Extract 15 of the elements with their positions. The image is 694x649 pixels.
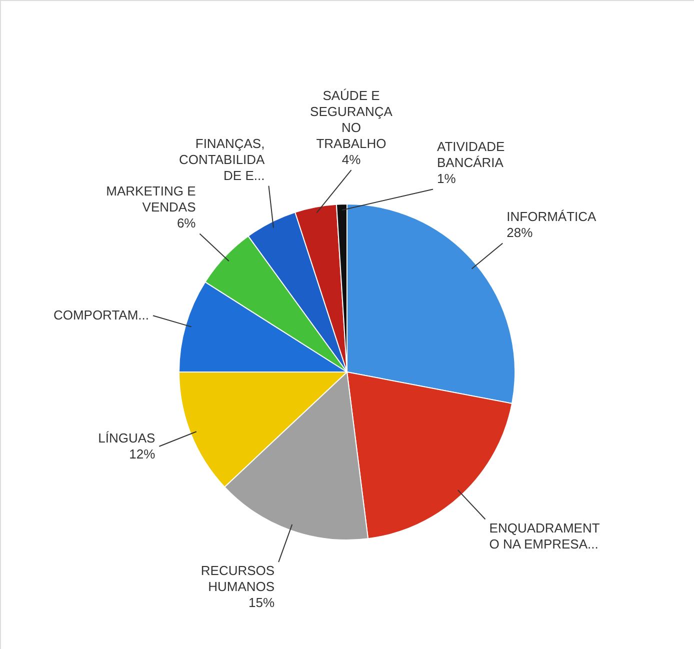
slice-label: MARKETING E VENDAS	[106, 184, 196, 215]
data-label: 6%	[176, 216, 196, 231]
slice-label: SAÚDE E SEGURANÇA NO TRABALHO	[310, 88, 393, 152]
slice-label: FINANÇAS, CONTABILIDA DE E...	[179, 136, 266, 183]
slice-label: COMPORTAM...	[53, 308, 150, 323]
slice-label: LÍNGUAS	[98, 430, 156, 446]
data-label: 28%	[506, 225, 534, 240]
slice-label: ENQUADRAMENT O NA EMPRESA...	[489, 520, 600, 552]
slice-label: RECURSOS HUMANOS	[200, 563, 275, 594]
data-label: 4%	[342, 152, 362, 168]
slice-label: INFORMÁTICA	[506, 209, 597, 224]
data-label: 12%	[129, 446, 156, 462]
data-label: 15%	[248, 595, 276, 610]
slice-label: ATIVIDADE BANCÁRIA	[437, 139, 505, 170]
data-label: 1%	[437, 171, 456, 186]
